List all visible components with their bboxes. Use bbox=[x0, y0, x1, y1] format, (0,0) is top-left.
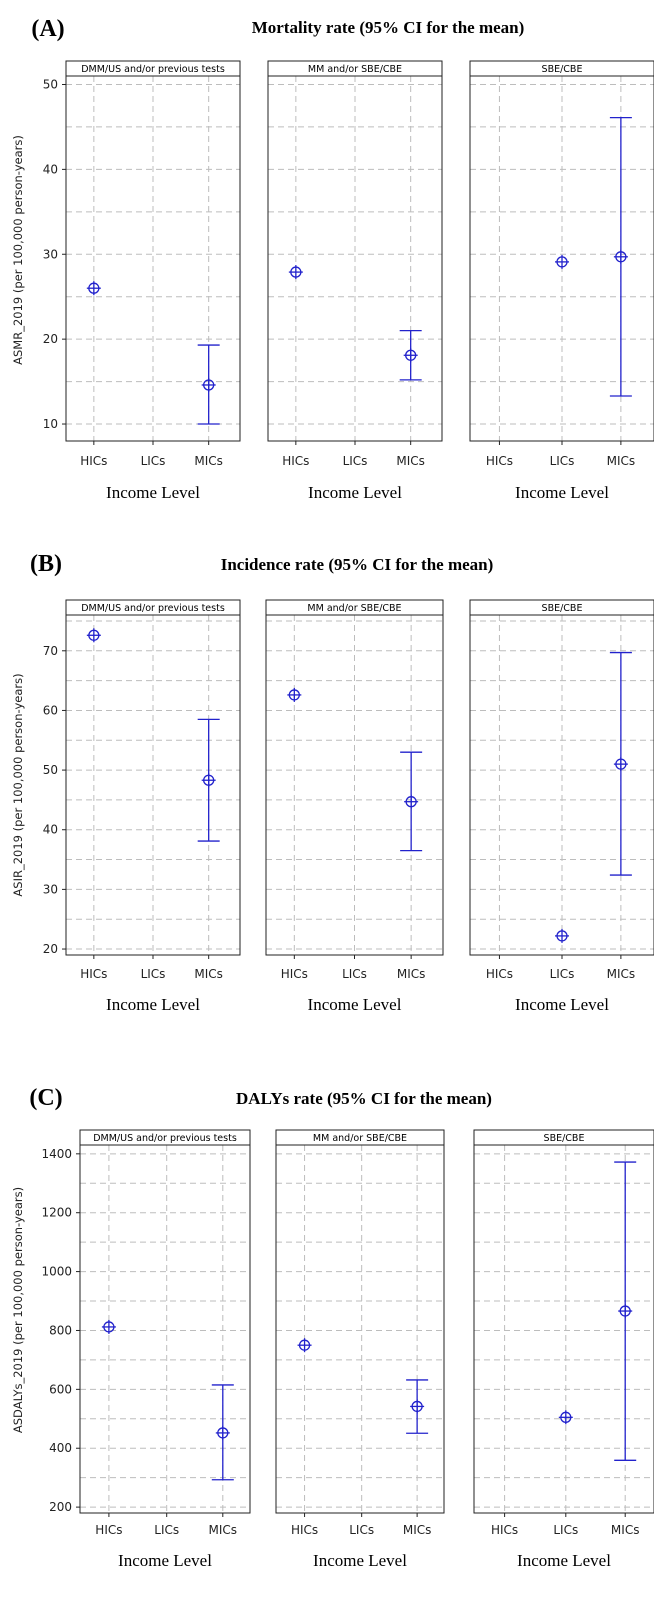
x-axis-label: Income Level bbox=[515, 995, 609, 1014]
x-axis-label: Income Level bbox=[308, 995, 402, 1014]
x-tick-label: MICs bbox=[607, 454, 636, 468]
y-tick-label: 40 bbox=[43, 162, 58, 176]
y-tick-label: 1200 bbox=[41, 1206, 72, 1220]
x-tick-label: LICs bbox=[550, 454, 575, 468]
facet-2: MM and/or SBE/CBE HICs LICs MICs Income Leve… bbox=[265, 599, 444, 1014]
y-tick-label: 70 bbox=[43, 644, 58, 658]
facet-strip-label: DMM/US and/or previous tests bbox=[81, 603, 225, 614]
chart-title: Incidence rate (95% CI for the mean) bbox=[221, 555, 494, 574]
x-tick-label: LICs bbox=[343, 454, 368, 468]
x-tick-label: HICs bbox=[95, 1523, 122, 1537]
x-tick-label: LICs bbox=[342, 967, 367, 981]
chart-group-3: (C) DALYs rate (95% CI for the mean) ASDAL… bbox=[11, 1085, 654, 1570]
y-axis-label: ASMR_2019 (per 100,000 person-years) bbox=[11, 135, 25, 365]
facet-strip-label: SBE/CBE bbox=[542, 603, 583, 614]
facet-strip-label: SBE/CBE bbox=[544, 1133, 585, 1144]
x-axis-label: Income Level bbox=[118, 1551, 212, 1570]
y-tick-label: 50 bbox=[43, 77, 58, 91]
x-tick-label: HICs bbox=[80, 967, 107, 981]
x-tick-label: MICs bbox=[194, 454, 223, 468]
x-tick-label: HICs bbox=[486, 967, 513, 981]
y-tick-label: 20 bbox=[43, 332, 58, 346]
x-axis-label: Income Level bbox=[308, 483, 402, 502]
x-tick-label: LICs bbox=[154, 1523, 179, 1537]
x-tick-label: HICs bbox=[491, 1523, 518, 1537]
chart-title: DALYs rate (95% CI for the mean) bbox=[236, 1089, 492, 1108]
x-tick-label: MICs bbox=[403, 1523, 432, 1537]
plot-frame bbox=[79, 1144, 251, 1514]
y-tick-label: 40 bbox=[43, 823, 58, 837]
facet-strip-label: MM and/or SBE/CBE bbox=[307, 603, 401, 614]
chart-group-2: (B) Incidence rate (95% CI for the mean) A… bbox=[11, 551, 654, 1014]
y-tick-label: 200 bbox=[49, 1500, 72, 1514]
y-axis-label: ASDALYs_2019 (per 100,000 person-years) bbox=[11, 1187, 25, 1433]
x-tick-label: MICs bbox=[611, 1523, 640, 1537]
x-tick-label: LICs bbox=[141, 967, 166, 981]
y-axis-label: ASIR_2019 (per 100,000 person-years) bbox=[11, 673, 25, 896]
panel-label: (A) bbox=[31, 16, 64, 42]
x-axis-label: Income Level bbox=[106, 483, 200, 502]
y-tick-label: 600 bbox=[49, 1382, 72, 1396]
x-axis-label: Income Level bbox=[515, 483, 609, 502]
chart-title: Mortality rate (95% CI for the mean) bbox=[252, 18, 525, 37]
x-tick-label: HICs bbox=[281, 967, 308, 981]
y-tick-label: 30 bbox=[43, 247, 58, 261]
facet-1: DMM/US and/or previous tests HICs LICs MICs… bbox=[79, 1129, 251, 1570]
plot-frame bbox=[275, 1144, 445, 1514]
facet-strip-label: MM and/or SBE/CBE bbox=[308, 64, 402, 75]
x-tick-label: LICs bbox=[550, 967, 575, 981]
x-tick-label: LICs bbox=[141, 454, 166, 468]
x-tick-label: MICs bbox=[396, 454, 425, 468]
chart-group-1: (A) Mortality rate (95% CI for the mean) A… bbox=[11, 16, 654, 502]
x-tick-label: LICs bbox=[553, 1523, 578, 1537]
y-tick-label: 1000 bbox=[41, 1265, 72, 1279]
y-tick-label: 60 bbox=[43, 703, 58, 717]
facet-strip-label: DMM/US and/or previous tests bbox=[81, 64, 225, 75]
x-tick-label: MICs bbox=[194, 967, 223, 981]
x-axis-label: Income Level bbox=[517, 1551, 611, 1570]
y-tick-label: 800 bbox=[49, 1323, 72, 1337]
facet-strip-label: MM and/or SBE/CBE bbox=[313, 1133, 407, 1144]
x-tick-label: MICs bbox=[607, 967, 636, 981]
x-axis-label: Income Level bbox=[313, 1551, 407, 1570]
y-tick-label: 400 bbox=[49, 1441, 72, 1455]
x-tick-label: HICs bbox=[291, 1523, 318, 1537]
facet-1: DMM/US and/or previous tests HICs LICs MICs… bbox=[65, 60, 241, 502]
panel-label: (B) bbox=[30, 551, 62, 577]
facet-3: SBE/CBE HICs LICs MICs Income Level bbox=[469, 60, 654, 502]
facet-1: DMM/US and/or previous tests HICs LICs MICs… bbox=[65, 599, 241, 1014]
facet-2: MM and/or SBE/CBE HICs LICs MICs Income Leve… bbox=[275, 1129, 445, 1570]
y-tick-label: 20 bbox=[43, 942, 58, 956]
y-tick-label: 10 bbox=[43, 417, 58, 431]
y-tick-label: 30 bbox=[43, 882, 58, 896]
x-tick-label: MICs bbox=[209, 1523, 238, 1537]
x-tick-label: LICs bbox=[349, 1523, 374, 1537]
facet-3: SBE/CBE HICs LICs MICs Income Level bbox=[469, 599, 654, 1014]
x-tick-label: HICs bbox=[486, 454, 513, 468]
x-axis-label: Income Level bbox=[106, 995, 200, 1014]
panel-label: (C) bbox=[29, 1085, 62, 1111]
y-tick-label: 50 bbox=[43, 763, 58, 777]
facet-2: MM and/or SBE/CBE HICs LICs MICs Income Leve… bbox=[267, 60, 443, 502]
x-tick-label: HICs bbox=[80, 454, 107, 468]
facet-strip-label: DMM/US and/or previous tests bbox=[93, 1133, 237, 1144]
x-tick-label: HICs bbox=[282, 454, 309, 468]
facet-strip-label: SBE/CBE bbox=[542, 64, 583, 75]
plot-frame bbox=[473, 1144, 654, 1514]
x-tick-label: MICs bbox=[397, 967, 426, 981]
y-tick-label: 1400 bbox=[41, 1147, 72, 1161]
